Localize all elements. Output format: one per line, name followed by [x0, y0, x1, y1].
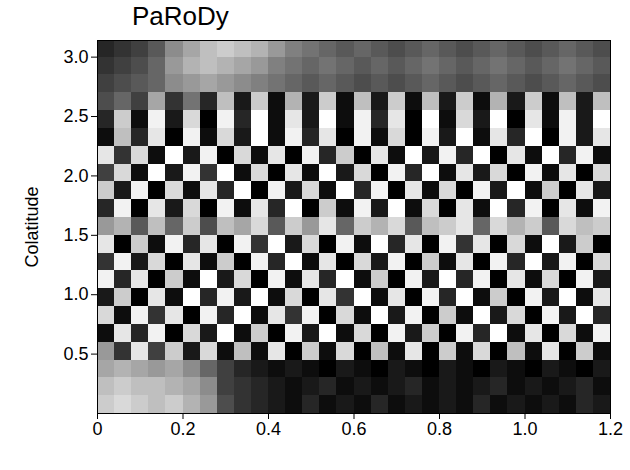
- svg-text:1.2: 1.2: [598, 419, 623, 439]
- svg-text:1.5: 1.5: [63, 225, 88, 245]
- svg-text:Colatitude: Colatitude: [22, 186, 42, 267]
- svg-text:0.4: 0.4: [256, 419, 281, 439]
- svg-text:0.5: 0.5: [63, 344, 88, 364]
- svg-text:1.0: 1.0: [63, 284, 88, 304]
- svg-text:0.6: 0.6: [341, 419, 366, 439]
- svg-text:0.8: 0.8: [427, 419, 452, 439]
- svg-text:2.5: 2.5: [63, 106, 88, 126]
- svg-text:0: 0: [92, 419, 102, 439]
- svg-text:3.0: 3.0: [63, 47, 88, 67]
- svg-text:2.0: 2.0: [63, 166, 88, 186]
- svg-text:1.0: 1.0: [512, 419, 537, 439]
- svg-text:0.2: 0.2: [170, 419, 195, 439]
- html-text:PaRoDy: PaRoDy: [132, 1, 229, 31]
